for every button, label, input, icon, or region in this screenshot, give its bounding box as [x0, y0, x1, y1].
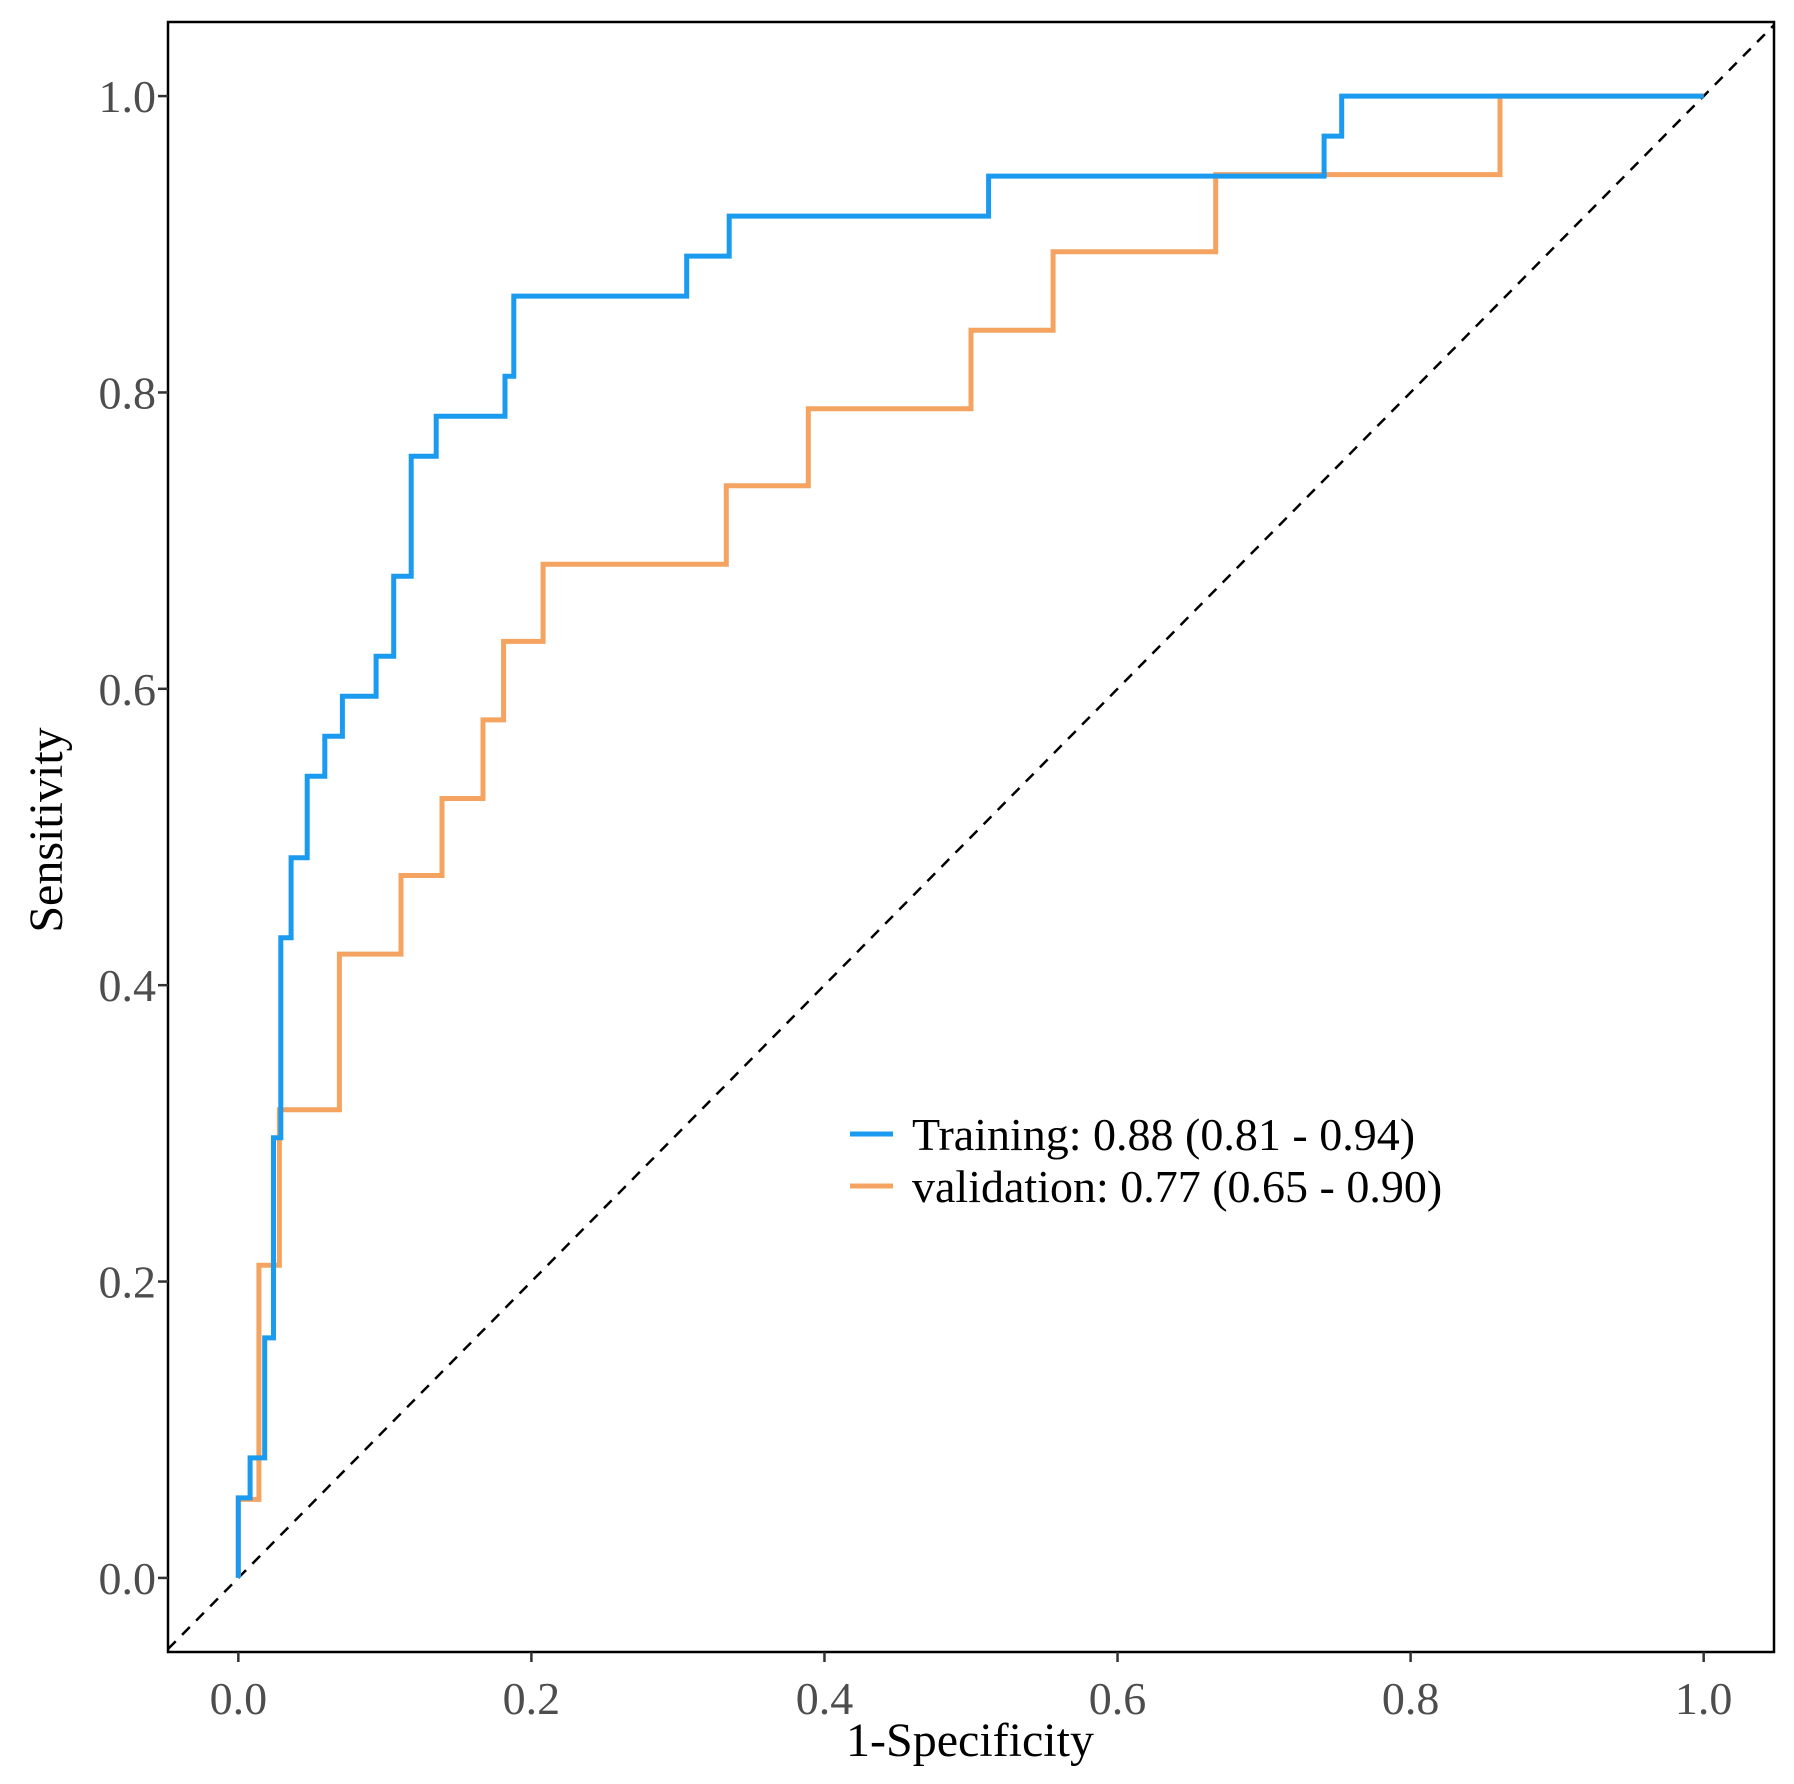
y-tick-label: 0.6 — [99, 664, 157, 715]
legend: Training: 0.88 (0.81 - 0.94) validation:… — [850, 1109, 1442, 1212]
y-tick-label: 0.8 — [99, 367, 157, 418]
roc-line-training — [235, 93, 1704, 1578]
x-tick-label: 0.0 — [210, 1673, 268, 1724]
y-axis-title: Sensitivity — [20, 727, 73, 932]
y-tick-label: 0.0 — [99, 1553, 157, 1604]
legend-label-validation: validation: 0.77 (0.65 - 0.90) — [912, 1161, 1442, 1212]
reference-diagonal-line — [167, 24, 1775, 1650]
plot-panel-border — [166, 20, 1776, 1654]
y-tick-label: 0.4 — [99, 960, 157, 1011]
x-axis-title: 1-Specificity — [846, 1714, 1094, 1767]
x-tick-label: 0.6 — [1089, 1673, 1147, 1724]
x-tick-label: 0.4 — [796, 1673, 854, 1724]
plot-layer: 0.0 0.2 0.4 0.6 0.8 1.0 0.0 0.2 0.4 0.6 0.8 1.0 — [99, 20, 1776, 1724]
legend-label-training: Training: 0.88 (0.81 - 0.94) — [912, 1109, 1415, 1160]
x-tick-label: 0.8 — [1382, 1673, 1440, 1724]
y-tick-label: 0.2 — [99, 1257, 157, 1308]
x-tick-label: 0.2 — [503, 1673, 561, 1724]
x-tick-label: 1.0 — [1675, 1673, 1733, 1724]
y-tick-label: 1.0 — [99, 71, 157, 122]
